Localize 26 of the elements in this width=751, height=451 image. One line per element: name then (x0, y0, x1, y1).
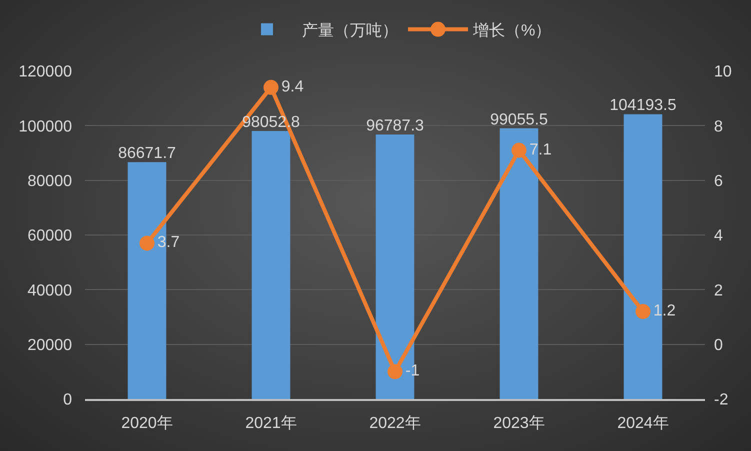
y-tick-label: 20000 (28, 336, 72, 354)
y2-tick-label: 8 (714, 118, 723, 136)
data-label: 96787.3 (366, 117, 424, 134)
x-tick-label: 2021年 (245, 415, 297, 432)
y2-tick-label: 2 (714, 282, 723, 300)
y2-tick-label: -2 (714, 392, 728, 409)
x-tick-label: 2024年 (617, 415, 669, 432)
data-label: 99055.5 (490, 111, 548, 128)
x-tick-label: 2023年 (493, 415, 545, 432)
y2-tick-label: 4 (714, 228, 723, 245)
y-tick-label: 120000 (18, 64, 72, 81)
legend-label: 产量（万吨） (302, 22, 398, 40)
legend-label: 增长（%） (472, 22, 552, 40)
y-tick-label: 100000 (18, 118, 72, 136)
y-tick-label: 40000 (28, 282, 72, 300)
y-tick-label: 0 (63, 392, 72, 409)
x-tick-label: 2022年 (369, 415, 421, 432)
y2-tick-label: 0 (714, 336, 723, 354)
data-label: 104193.5 (610, 97, 676, 114)
y-tick-label: 60000 (28, 228, 72, 245)
x-tick-label: 2020年 (121, 415, 173, 432)
data-label: 9.4 (281, 78, 304, 96)
y2-tick-label: 10 (714, 64, 732, 81)
y-tick-label: 80000 (28, 172, 72, 190)
data-label: 86671.7 (118, 145, 176, 162)
y2-tick-label: 6 (714, 172, 723, 190)
